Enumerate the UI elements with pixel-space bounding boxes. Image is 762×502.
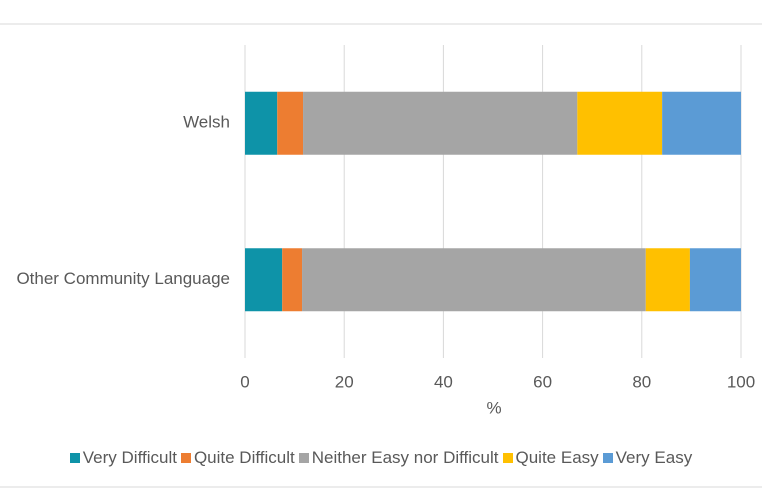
legend-swatch (180, 453, 191, 463)
x-tick-label: 100 (727, 372, 755, 391)
legend-swatch (602, 453, 613, 463)
legend: Very Difficult Quite Difficult Neither Eas… (0, 448, 762, 468)
bar-segment (277, 91, 304, 155)
y-tick-label: Welsh (183, 113, 230, 132)
legend-item: Very Difficult (69, 448, 177, 468)
legend-swatch (69, 453, 80, 463)
legend-label: Very Difficult (82, 448, 177, 467)
legend-swatch (298, 453, 309, 463)
y-tick-label: Other Community Language (16, 269, 230, 288)
legend-item: Quite Difficult (180, 448, 295, 468)
legend-item: Quite Easy (502, 448, 599, 468)
bar-segment (302, 248, 646, 312)
legend-label: Very Easy (615, 448, 693, 467)
bar-segment (303, 91, 578, 155)
legend-item: Neither Easy nor Difficult (298, 448, 499, 468)
x-tick-label: 80 (632, 372, 651, 391)
x-tick-label: 60 (533, 372, 552, 391)
x-tick-label: 20 (335, 372, 354, 391)
legend-label: Neither Easy nor Difficult (311, 448, 499, 467)
legend-label: Quite Easy (515, 448, 599, 467)
bar-segment (577, 91, 663, 155)
legend-label: Quite Difficult (193, 448, 295, 467)
legend-swatch (502, 453, 513, 463)
bar-segment (645, 248, 690, 312)
x-tick-label: 40 (434, 372, 453, 391)
bar-segment (245, 248, 283, 312)
bar-segment (245, 91, 278, 155)
bar-segment (662, 91, 741, 155)
bar-segment (689, 248, 741, 312)
x-tick-label: 0 (240, 372, 249, 391)
legend-item: Very Easy (602, 448, 693, 468)
x-axis-title: % (486, 398, 501, 417)
bar-segment (282, 248, 303, 312)
